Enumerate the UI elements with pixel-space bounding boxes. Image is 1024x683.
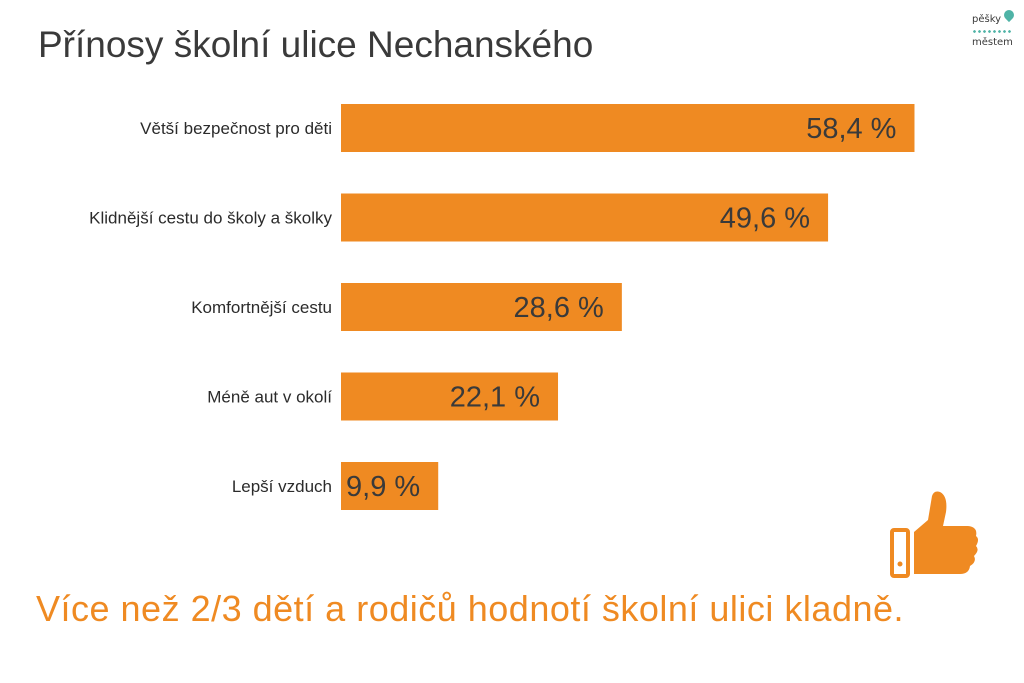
chart-title: Přínosy školní ulice Nechanského xyxy=(38,24,594,65)
category-label-2: Klidnější cestu do školy a školky xyxy=(89,209,332,228)
logo-line-1: pěšky xyxy=(972,14,1002,25)
value-label-4: 22,1 % xyxy=(450,382,540,414)
bar-1 xyxy=(341,104,915,152)
footer-statement: Více než 2/3 dětí a rodičů hodnotí školn… xyxy=(36,588,905,629)
category-label-4: Méně aut v okolí xyxy=(207,388,332,407)
logo: pěšky městem xyxy=(968,7,1020,52)
logo-line-2: městem xyxy=(972,37,1013,48)
value-label-1: 58,4 % xyxy=(806,113,896,145)
value-label-2: 49,6 % xyxy=(720,203,810,235)
bar-5 xyxy=(341,462,439,510)
category-label-5: Lepší vzduch xyxy=(232,477,332,496)
category-label-1: Větší bezpečnost pro děti xyxy=(140,119,332,138)
bar-3 xyxy=(341,283,622,331)
bar-4 xyxy=(341,372,559,421)
value-label-3: 28,6 % xyxy=(514,292,604,324)
bar-2 xyxy=(341,193,829,242)
category-label-3: Komfortnější cestu xyxy=(191,298,332,317)
value-label-5: 9,9 % xyxy=(346,471,420,503)
logo-dots xyxy=(972,30,1012,33)
thumbs-up-icon xyxy=(890,491,978,578)
